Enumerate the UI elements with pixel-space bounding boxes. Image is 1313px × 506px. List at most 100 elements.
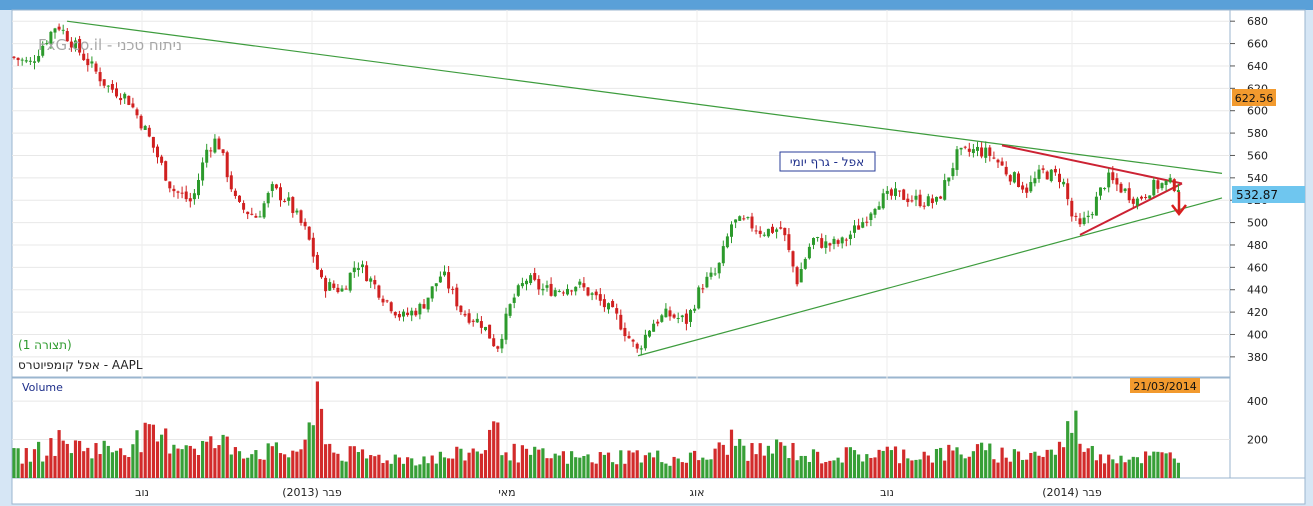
volume-bar <box>701 457 705 478</box>
volume-bar <box>1025 459 1029 478</box>
candle-body <box>984 147 988 158</box>
volume-bar <box>504 452 508 478</box>
volume-bar <box>803 455 807 478</box>
volume-bar <box>795 460 799 478</box>
candle-body <box>74 40 77 49</box>
x-tick-label: מאי <box>498 486 515 499</box>
volume-bar <box>664 463 668 478</box>
candle-body <box>525 280 528 285</box>
volume-bar <box>1057 441 1062 478</box>
candle-body <box>1156 180 1160 189</box>
volume-bar <box>656 450 660 478</box>
time-axis-ticks: נוב פבר (2013) מאי אוג נוב פבר (2014) <box>135 486 1102 499</box>
candle-body <box>110 83 114 90</box>
candle-body <box>156 146 159 158</box>
volume-bar <box>787 458 791 478</box>
candle-body <box>1082 217 1086 225</box>
volume-bar <box>988 443 992 478</box>
volume-bar <box>496 422 500 478</box>
volume-bar <box>143 422 147 478</box>
y-tick-label: 460 <box>1247 261 1268 274</box>
candle-body <box>299 210 303 223</box>
candle-body <box>1123 188 1127 192</box>
volume-bar <box>24 448 28 478</box>
candle-body <box>492 338 496 347</box>
volume-bar <box>963 458 967 478</box>
candle-body <box>246 211 250 215</box>
candle-body <box>1090 214 1094 216</box>
volume-bar <box>688 452 693 478</box>
candle-body <box>721 246 725 264</box>
candle-body <box>566 288 569 295</box>
candle-body <box>824 241 828 248</box>
volume-bar <box>447 458 451 478</box>
volume-bar <box>344 461 348 478</box>
candle-body <box>586 287 590 296</box>
candle-body <box>397 313 401 318</box>
volume-bar <box>775 439 779 478</box>
volume-bar <box>1012 449 1016 478</box>
volume-bar <box>233 447 237 478</box>
volume-bar <box>930 462 934 478</box>
volume-bar <box>270 446 274 478</box>
volume-bar <box>1152 451 1156 478</box>
candle-body <box>1140 196 1143 199</box>
candle-body <box>151 136 155 148</box>
volume-bar <box>1021 459 1025 478</box>
candle-body <box>549 283 553 296</box>
volume-bar <box>643 455 647 478</box>
candle-body <box>853 225 856 233</box>
candle-body <box>828 243 832 246</box>
volume-bar <box>348 446 352 478</box>
volume-bar <box>422 456 426 478</box>
candle-body <box>541 288 545 291</box>
volume-axis-ticks: 200 400 <box>1247 395 1268 446</box>
volume-bar <box>37 441 41 478</box>
volume-bar <box>262 459 266 478</box>
volume-bar <box>873 457 877 478</box>
volume-bar <box>627 450 631 478</box>
volume-bar <box>1029 452 1033 478</box>
candle-body <box>807 246 811 259</box>
volume-bar <box>151 424 155 478</box>
candle-body <box>930 198 934 204</box>
candle-body <box>631 339 635 342</box>
marked-level-box <box>1232 89 1276 106</box>
candle-body <box>1107 172 1111 188</box>
candle-body <box>578 281 582 285</box>
candle-body <box>602 299 606 308</box>
candle-body <box>24 60 28 62</box>
candle-body <box>533 273 537 280</box>
candle-body <box>332 283 336 288</box>
candle-body <box>1029 182 1033 192</box>
candle-body <box>512 297 516 303</box>
volume-bar <box>1127 459 1131 478</box>
volume-bar <box>500 455 504 478</box>
candle-body <box>430 286 434 299</box>
candle-body <box>762 234 766 236</box>
volume-bar <box>524 448 529 478</box>
volume-bar <box>984 450 988 478</box>
y-tick-label: 540 <box>1247 172 1268 185</box>
volume-bar <box>1123 462 1127 478</box>
candle-body <box>1152 179 1156 196</box>
volume-bar <box>1016 451 1021 478</box>
candle-body <box>283 200 287 202</box>
candle-body <box>627 335 631 339</box>
candle-body <box>180 192 184 194</box>
volume-bar <box>246 457 250 478</box>
volume-bar <box>213 448 217 478</box>
volume-bar <box>1049 449 1053 478</box>
candle-body <box>69 41 73 48</box>
volume-bar <box>541 448 545 478</box>
candle-body <box>980 147 984 157</box>
volume-bar <box>1103 463 1107 478</box>
candle-body <box>115 88 118 97</box>
candle-body <box>795 267 799 285</box>
volume-bar <box>188 445 192 478</box>
candle-body <box>1049 169 1053 182</box>
candle-body <box>479 321 483 328</box>
last-price-label: 532.87 <box>1236 188 1278 202</box>
candle-body <box>393 311 397 316</box>
volume-bar <box>340 460 344 478</box>
